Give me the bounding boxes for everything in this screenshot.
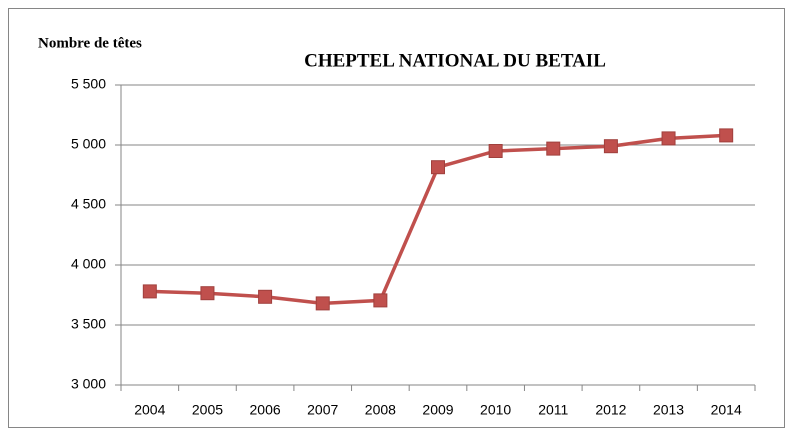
x-tick-label: 2004 xyxy=(134,402,165,418)
data-point xyxy=(719,128,734,143)
x-tick-label: 2010 xyxy=(480,402,511,418)
data-point xyxy=(258,289,273,304)
y-tick-label: 4 500 xyxy=(71,196,106,212)
y-tick-label: 5 500 xyxy=(71,76,106,92)
data-point xyxy=(661,131,676,146)
x-tick-label: 2009 xyxy=(422,402,453,418)
y-tick-label: 3 000 xyxy=(71,376,106,392)
x-tick-label: 2007 xyxy=(307,402,338,418)
x-tick-label: 2008 xyxy=(365,402,396,418)
data-point xyxy=(488,144,503,158)
x-tick-label: 2013 xyxy=(653,402,684,418)
data-point xyxy=(603,139,618,154)
x-tick-label: 2005 xyxy=(192,402,223,418)
data-point xyxy=(431,160,445,175)
x-tick-label: 2011 xyxy=(538,402,568,418)
chart-title: CHEPTEL NATIONAL DU BETAIL xyxy=(304,50,606,71)
data-point xyxy=(546,141,561,156)
x-tick-label: 2006 xyxy=(250,402,281,418)
y-tick-label: 3 500 xyxy=(71,316,106,332)
data-point xyxy=(315,296,330,311)
x-tick-label: 2014 xyxy=(711,402,742,418)
y-tick-label: 5 000 xyxy=(71,136,106,152)
data-point xyxy=(142,284,157,299)
y-axis-label: Nombre de têtes xyxy=(38,35,142,51)
data-point xyxy=(200,286,215,301)
x-tick-label: 2012 xyxy=(595,402,626,418)
data-point xyxy=(373,293,388,308)
y-tick-label: 4 000 xyxy=(71,256,106,272)
chart-border xyxy=(8,8,785,428)
